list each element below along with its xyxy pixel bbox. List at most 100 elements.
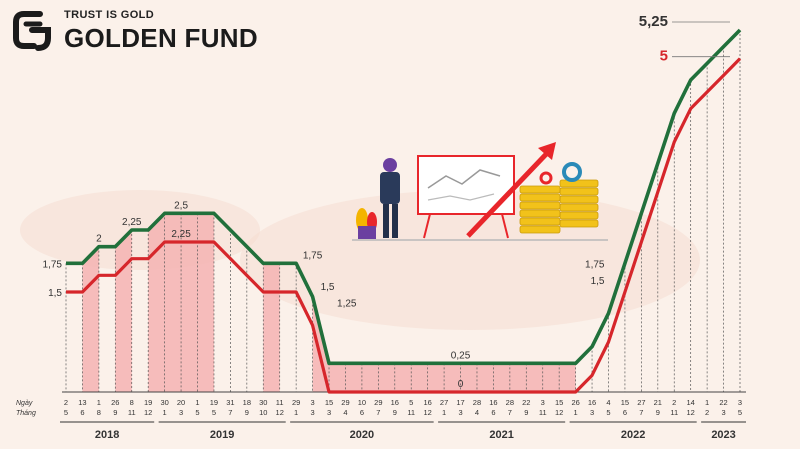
tick-label-month: 4 bbox=[343, 408, 347, 417]
shaded-band bbox=[263, 263, 280, 392]
tick-label-month: 9 bbox=[524, 408, 528, 417]
tick-label-month: 6 bbox=[360, 408, 364, 417]
brand-text: TRUST IS GOLD GOLDEN FUND bbox=[64, 9, 258, 54]
data-label: 1,25 bbox=[337, 299, 357, 310]
tick-label-month: 11 bbox=[128, 408, 136, 417]
tick-label-month: 10 bbox=[259, 408, 267, 417]
gold-coin-stack bbox=[519, 193, 561, 202]
tick-label-day: 8 bbox=[130, 398, 134, 407]
data-label: 1,75 bbox=[43, 259, 63, 270]
tick-label-day: 10 bbox=[358, 398, 366, 407]
tick-label-day: 4 bbox=[606, 398, 610, 407]
gold-coin-stack bbox=[519, 185, 561, 194]
brand-tagline: TRUST IS GOLD bbox=[64, 8, 155, 21]
end-label: 5 bbox=[660, 48, 668, 65]
tick-label-day: 29 bbox=[292, 398, 300, 407]
data-label: 1,5 bbox=[321, 282, 335, 293]
data-label: 2,25 bbox=[122, 217, 142, 228]
person-leg bbox=[383, 204, 389, 238]
data-label: 0 bbox=[458, 379, 464, 390]
gold-coin-stack bbox=[559, 187, 599, 196]
tick-label-day: 22 bbox=[719, 398, 727, 407]
tick-label-day: 16 bbox=[391, 398, 399, 407]
tick-label-day: 30 bbox=[259, 398, 267, 407]
tick-label-month: 11 bbox=[539, 408, 547, 417]
person-head bbox=[383, 158, 397, 172]
tick-label-day: 15 bbox=[325, 398, 333, 407]
tick-label-month: 2 bbox=[705, 408, 709, 417]
tick-label-month: 9 bbox=[245, 408, 249, 417]
shaded-band bbox=[115, 230, 132, 392]
series-lines bbox=[66, 28, 742, 394]
plant-pot bbox=[358, 226, 376, 239]
board-line-chart bbox=[427, 193, 495, 201]
tick-label-day: 20 bbox=[177, 398, 185, 407]
tick-label-day: 18 bbox=[243, 398, 251, 407]
tick-label-month: 1 bbox=[294, 408, 298, 417]
tick-label-month: 9 bbox=[656, 408, 660, 417]
tick-label-day: 21 bbox=[654, 398, 662, 407]
tick-label-day: 5 bbox=[409, 398, 413, 407]
year-label: 2021 bbox=[489, 429, 513, 441]
person-body bbox=[380, 172, 400, 204]
tick-label-month: 11 bbox=[407, 408, 415, 417]
gear-icon bbox=[562, 162, 582, 182]
tick-label-day: 1 bbox=[97, 398, 101, 407]
tick-label-month: 12 bbox=[687, 408, 695, 417]
tick-label-day: 16 bbox=[423, 398, 431, 407]
tick-label-month: 9 bbox=[113, 408, 117, 417]
tick-label-month: 11 bbox=[670, 408, 678, 417]
tick-label-day: 3 bbox=[541, 398, 545, 407]
gold-coin-stack bbox=[559, 203, 599, 212]
tick-label-day: 2 bbox=[672, 398, 676, 407]
gold-coin-stack bbox=[559, 219, 599, 228]
data-label: 1,75 bbox=[585, 259, 605, 270]
tick-label-day: 27 bbox=[440, 398, 448, 407]
data-label: 2,25 bbox=[171, 229, 191, 240]
tick-label-day: 13 bbox=[78, 398, 86, 407]
tick-label-month: 3 bbox=[721, 408, 725, 417]
year-label: 2020 bbox=[350, 429, 374, 441]
tick-label-month: 3 bbox=[327, 408, 331, 417]
tick-label-month: 12 bbox=[144, 408, 152, 417]
year-label: 2023 bbox=[711, 429, 735, 441]
series-line-upper bbox=[66, 28, 742, 366]
tick-label-month: 7 bbox=[376, 408, 380, 417]
data-label: 1,5 bbox=[591, 276, 605, 287]
tick-label-month: 8 bbox=[97, 408, 101, 417]
data-label: 1,75 bbox=[303, 250, 323, 261]
shaded-band bbox=[82, 246, 99, 392]
tick-label-month: 1 bbox=[574, 408, 578, 417]
growth-arrow bbox=[466, 146, 554, 238]
tick-label-month: 7 bbox=[228, 408, 232, 417]
tick-label-day: 1 bbox=[195, 398, 199, 407]
tick-label-month: 6 bbox=[491, 408, 495, 417]
year-label: 2022 bbox=[621, 429, 645, 441]
tick-label-month: 12 bbox=[276, 408, 284, 417]
tick-label-month: 6 bbox=[623, 408, 627, 417]
tick-label-month: 4 bbox=[475, 408, 479, 417]
tick-label-month: 1 bbox=[442, 408, 446, 417]
gold-coin-stack bbox=[559, 195, 599, 204]
tick-label-month: 5 bbox=[212, 408, 216, 417]
tick-label-month: 7 bbox=[639, 408, 643, 417]
tick-label-day: 15 bbox=[555, 398, 563, 407]
arrow-head bbox=[538, 142, 556, 160]
tick-label-day: 30 bbox=[160, 398, 168, 407]
tick-label-day: 14 bbox=[687, 398, 695, 407]
tick-label-day: 15 bbox=[621, 398, 629, 407]
tick-label-day: 11 bbox=[276, 398, 284, 407]
tick-label-day: 28 bbox=[473, 398, 481, 407]
tick-label-month: 3 bbox=[590, 408, 594, 417]
data-label: 2 bbox=[96, 234, 102, 245]
series-line-lower bbox=[66, 57, 742, 394]
tick-label-day: 2 bbox=[64, 398, 68, 407]
tick-label-month: 1 bbox=[163, 408, 167, 417]
tick-label-month: 6 bbox=[80, 408, 84, 417]
year-label: 2018 bbox=[95, 429, 119, 441]
tick-label-month: 7 bbox=[508, 408, 512, 417]
year-label: 2019 bbox=[210, 429, 234, 441]
tick-label-day: 29 bbox=[374, 398, 382, 407]
gold-coin-stack bbox=[519, 201, 561, 210]
